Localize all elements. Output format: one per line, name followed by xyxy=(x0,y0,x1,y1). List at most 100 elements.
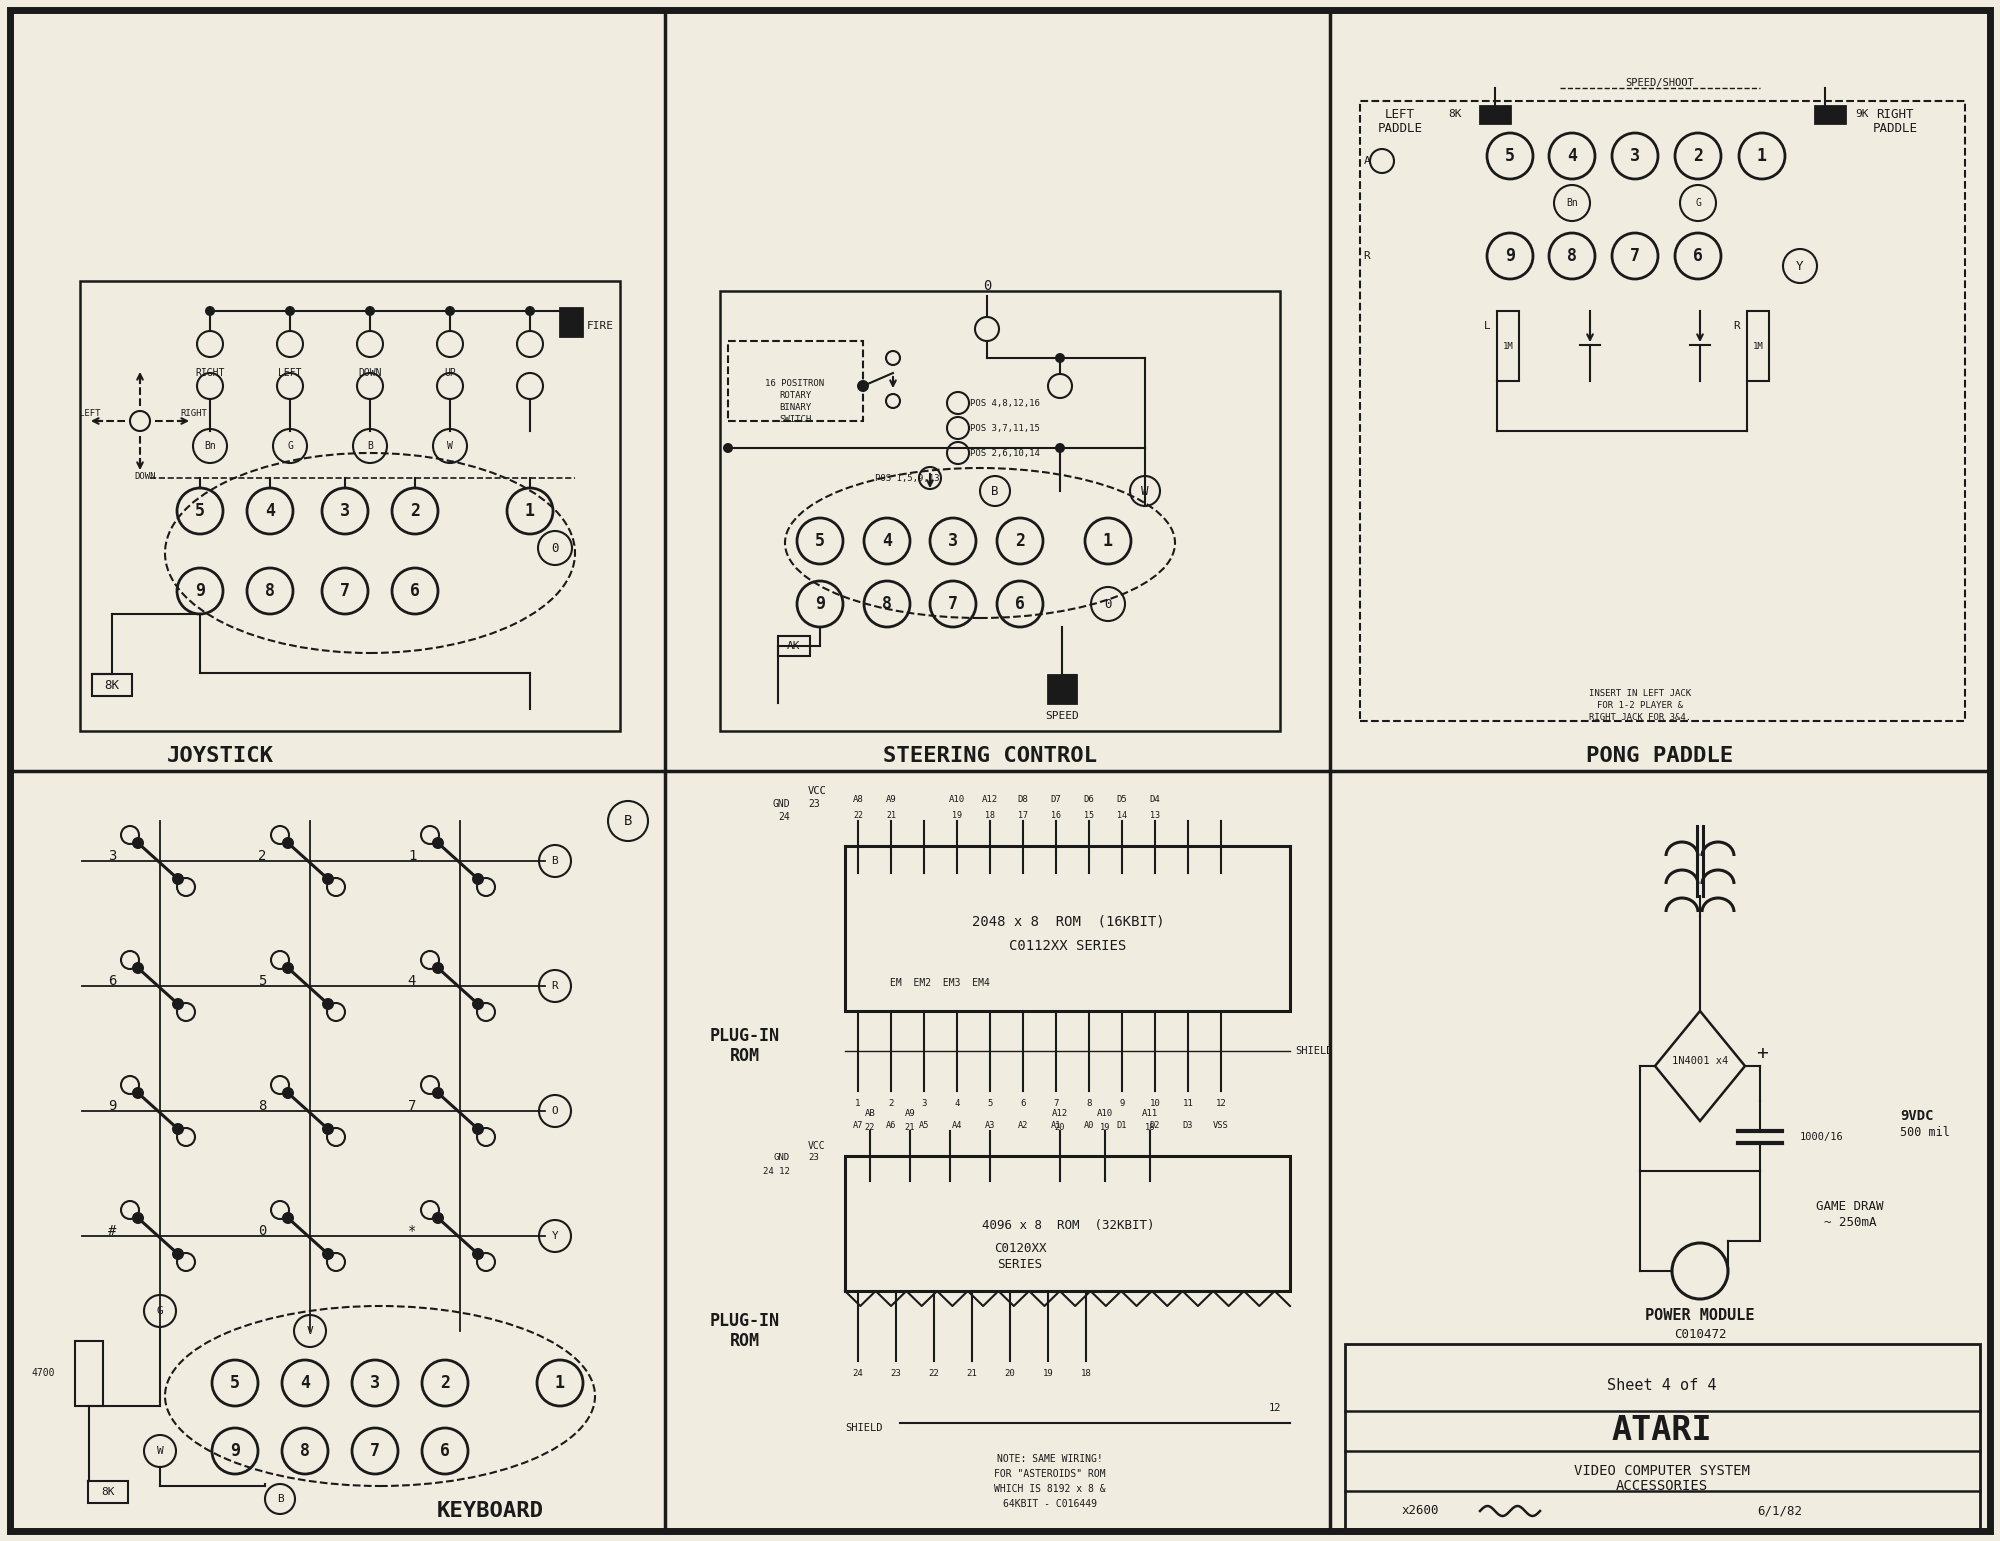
Text: EM  EM2  EM3  EM4: EM EM2 EM3 EM4 xyxy=(890,979,990,988)
Text: W: W xyxy=(1142,484,1148,498)
Text: 6: 6 xyxy=(440,1442,450,1459)
Text: A6: A6 xyxy=(886,1122,896,1131)
Text: PADDLE: PADDLE xyxy=(1872,122,1918,134)
Text: RIGHT: RIGHT xyxy=(180,408,206,418)
Text: R: R xyxy=(1364,251,1370,260)
Circle shape xyxy=(432,962,444,974)
Text: Sheet 4 of 4: Sheet 4 of 4 xyxy=(1608,1379,1716,1393)
Text: DOWN: DOWN xyxy=(134,472,156,481)
Circle shape xyxy=(364,307,376,316)
Text: ~ 250mA: ~ 250mA xyxy=(1824,1216,1876,1230)
Text: G: G xyxy=(288,441,292,452)
Text: 7: 7 xyxy=(340,582,350,599)
Text: POWER MODULE: POWER MODULE xyxy=(1646,1308,1754,1324)
Text: A11: A11 xyxy=(1142,1108,1158,1117)
Circle shape xyxy=(1056,442,1064,453)
Text: 24: 24 xyxy=(852,1370,864,1379)
Circle shape xyxy=(322,1123,334,1136)
Text: 8: 8 xyxy=(882,595,892,613)
Text: 6/1/82: 6/1/82 xyxy=(1758,1504,1802,1518)
Text: #: # xyxy=(108,1224,116,1237)
Text: A: A xyxy=(1364,156,1370,166)
Text: 1: 1 xyxy=(556,1375,566,1392)
Text: 6: 6 xyxy=(1016,595,1024,613)
Text: 19: 19 xyxy=(1100,1123,1110,1133)
Bar xyxy=(1480,106,1510,123)
Circle shape xyxy=(472,999,484,1009)
Text: W: W xyxy=(448,441,452,452)
Text: R: R xyxy=(1734,321,1740,331)
Circle shape xyxy=(856,381,868,391)
Text: 9: 9 xyxy=(230,1442,240,1459)
Circle shape xyxy=(132,1086,144,1099)
Circle shape xyxy=(286,307,296,316)
Text: D6: D6 xyxy=(1084,795,1094,803)
Text: 2: 2 xyxy=(1692,146,1704,165)
Text: AK: AK xyxy=(788,641,800,650)
Text: 18: 18 xyxy=(1144,1123,1156,1133)
Text: 5: 5 xyxy=(196,502,206,519)
Text: 1M: 1M xyxy=(1502,342,1514,350)
Text: 3: 3 xyxy=(370,1375,380,1392)
Text: 4: 4 xyxy=(300,1375,310,1392)
Text: SWITCH: SWITCH xyxy=(778,415,812,424)
Text: 13: 13 xyxy=(1150,811,1160,820)
Text: 16 POSITRON: 16 POSITRON xyxy=(766,379,824,387)
Text: 2: 2 xyxy=(888,1099,894,1108)
Text: 7: 7 xyxy=(1630,247,1640,265)
Text: LEFT: LEFT xyxy=(78,408,100,418)
Text: NOTE: SAME WIRING!: NOTE: SAME WIRING! xyxy=(998,1455,1102,1464)
Text: 8: 8 xyxy=(1086,1099,1092,1108)
Text: 500 mil: 500 mil xyxy=(1900,1126,1950,1139)
Text: 3: 3 xyxy=(948,532,958,550)
Circle shape xyxy=(282,962,294,974)
Text: 4: 4 xyxy=(1568,146,1576,165)
Text: A12: A12 xyxy=(982,795,998,803)
Bar xyxy=(88,1481,128,1502)
Text: 6: 6 xyxy=(108,974,116,988)
Text: 5: 5 xyxy=(816,532,826,550)
Circle shape xyxy=(172,874,184,885)
Text: KEYBOARD: KEYBOARD xyxy=(436,1501,544,1521)
Text: 1M: 1M xyxy=(1752,342,1764,350)
Circle shape xyxy=(172,999,184,1009)
Circle shape xyxy=(132,1213,144,1224)
Circle shape xyxy=(444,307,456,316)
Text: 9: 9 xyxy=(1506,247,1516,265)
Text: 1N4001 x4: 1N4001 x4 xyxy=(1672,1056,1728,1066)
Text: 4: 4 xyxy=(264,502,276,519)
Text: A10: A10 xyxy=(1096,1108,1114,1117)
Text: VCC: VCC xyxy=(808,786,826,797)
Text: 1000/16: 1000/16 xyxy=(1800,1133,1844,1142)
Text: 17: 17 xyxy=(1018,811,1028,820)
Circle shape xyxy=(724,442,732,453)
Text: D5: D5 xyxy=(1116,795,1128,803)
Circle shape xyxy=(282,1213,294,1224)
Circle shape xyxy=(524,307,536,316)
Text: R: R xyxy=(552,982,558,991)
Circle shape xyxy=(132,837,144,849)
Circle shape xyxy=(282,837,294,849)
Circle shape xyxy=(432,1213,444,1224)
Text: GAME DRAW: GAME DRAW xyxy=(1816,1199,1884,1213)
Text: WHICH IS 8192 x 8 &: WHICH IS 8192 x 8 & xyxy=(994,1484,1106,1495)
Text: 19: 19 xyxy=(1042,1370,1054,1379)
Text: Bn: Bn xyxy=(1566,197,1578,208)
Text: A0: A0 xyxy=(1084,1122,1094,1131)
Text: 8: 8 xyxy=(264,582,276,599)
Circle shape xyxy=(1056,353,1064,364)
Text: SPEED: SPEED xyxy=(1046,710,1078,721)
Text: 12: 12 xyxy=(1268,1402,1282,1413)
Text: 9: 9 xyxy=(196,582,206,599)
Text: D8: D8 xyxy=(1018,795,1028,803)
Text: 1: 1 xyxy=(856,1099,860,1108)
Bar xyxy=(80,280,620,730)
Text: 4: 4 xyxy=(882,532,892,550)
Text: FOR "ASTEROIDS" ROM: FOR "ASTEROIDS" ROM xyxy=(994,1469,1106,1479)
Text: A8: A8 xyxy=(852,795,864,803)
Text: FIRE: FIRE xyxy=(586,321,614,331)
Text: 4: 4 xyxy=(954,1099,960,1108)
Text: *: * xyxy=(408,1224,416,1237)
Text: POS 2,6,10,14: POS 2,6,10,14 xyxy=(970,448,1040,458)
Text: 22: 22 xyxy=(928,1370,940,1379)
